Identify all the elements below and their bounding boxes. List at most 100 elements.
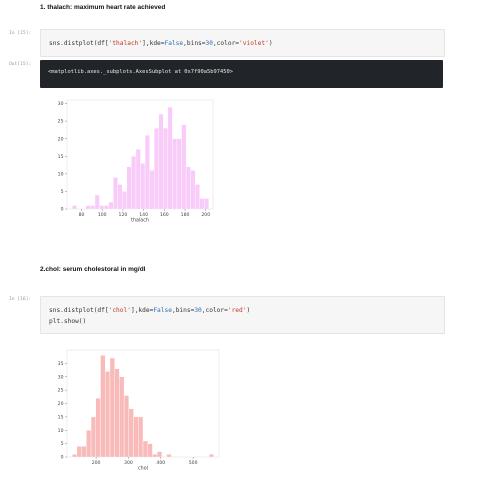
code-cell[interactable]: sns.distplot(df['chol'],kde=False,bins=3… bbox=[40, 296, 445, 334]
histogram-bar bbox=[95, 397, 101, 458]
x-axis-label: thalach bbox=[131, 218, 149, 224]
x-tick-label: 200 bbox=[92, 460, 101, 466]
histogram-bar bbox=[147, 443, 153, 458]
histogram-bar bbox=[135, 149, 141, 210]
histogram-bar bbox=[71, 205, 77, 210]
y-tick-label: 20 bbox=[58, 401, 64, 407]
y-tick-label: 30 bbox=[58, 101, 64, 107]
code-token: sns.distplot(df[ bbox=[49, 40, 109, 47]
histogram-bar bbox=[117, 184, 123, 210]
histogram-bar bbox=[131, 156, 137, 210]
histogram-bar bbox=[185, 166, 191, 210]
x-tick-label: 180 bbox=[181, 212, 190, 218]
x-tick-label: 80 bbox=[79, 212, 85, 218]
y-tick-label: 25 bbox=[58, 388, 64, 394]
histogram-bar bbox=[100, 355, 106, 458]
axes-frame bbox=[66, 99, 214, 210]
code-token: plt.show() bbox=[49, 318, 87, 325]
out-prompt: Out[15]: bbox=[9, 62, 32, 67]
histogram-bar bbox=[90, 416, 96, 458]
code-line: sns.distplot(df['thalach'],kde=False,bin… bbox=[49, 40, 273, 47]
histogram-bar bbox=[109, 357, 115, 458]
histogram-bar bbox=[133, 416, 139, 458]
histogram-bar bbox=[86, 430, 92, 458]
plot-area: 0 5 10 15 20 25 30 80 100 120 140 160 180 200 thalach bbox=[58, 99, 214, 224]
x-tick-label: 400 bbox=[156, 460, 165, 466]
histogram-bar bbox=[99, 205, 105, 210]
histogram-bar bbox=[76, 446, 82, 458]
code-token: False bbox=[164, 40, 184, 47]
histogram-chol: 0 5 10 15 20 25 30 35 200 300 400 500 chol bbox=[58, 349, 220, 472]
histogram-bar bbox=[172, 138, 178, 210]
histogram-bar bbox=[149, 170, 155, 210]
code-token: 'thalach' bbox=[108, 40, 143, 47]
in-prompt: In [16]: bbox=[9, 297, 32, 302]
histogram-bar bbox=[156, 451, 163, 458]
histogram-bar bbox=[194, 184, 200, 210]
code-token: 'red' bbox=[227, 307, 247, 314]
output-cell: <matplotlib.axes._subplots.AxesSubplot a… bbox=[40, 60, 443, 88]
histogram-bar bbox=[208, 454, 215, 458]
histogram-bar bbox=[123, 395, 130, 458]
histogram-bar bbox=[112, 177, 118, 210]
y-tick-label: 15 bbox=[58, 154, 64, 160]
section-heading-thalach: 1. thalach: maximum heart rate achieved bbox=[40, 4, 166, 11]
y-tick-label: 10 bbox=[58, 171, 64, 177]
code-token: 'chol' bbox=[108, 307, 131, 314]
y-tick-label: 0 bbox=[61, 207, 64, 213]
histogram-bar bbox=[105, 371, 111, 458]
histogram-bar bbox=[144, 134, 150, 210]
histogram-bar bbox=[90, 205, 96, 210]
histogram-bar bbox=[176, 138, 182, 210]
histogram-bar bbox=[119, 376, 125, 458]
output-text: <matplotlib.axes._subplots.AxesSubplot a… bbox=[48, 69, 233, 75]
x-axis-label: chol bbox=[138, 466, 148, 472]
x-tick-label: 300 bbox=[124, 460, 133, 466]
code-token: ,bins= bbox=[171, 307, 195, 314]
x-tick-label: 100 bbox=[98, 212, 107, 218]
code-token: 30 bbox=[194, 307, 202, 314]
y-tick-label: 5 bbox=[61, 441, 64, 447]
histogram-bar bbox=[122, 191, 128, 210]
code-token: ) bbox=[246, 307, 251, 314]
x-tick-label: 200 bbox=[201, 212, 210, 218]
histogram-bar bbox=[126, 166, 132, 210]
code-token: 'violet' bbox=[239, 40, 269, 47]
histogram-bar bbox=[181, 124, 187, 210]
y-tick-label: 25 bbox=[58, 119, 64, 125]
code-token: False bbox=[153, 307, 172, 314]
histogram-bar bbox=[103, 205, 109, 210]
code-line: plt.show() bbox=[49, 318, 86, 325]
code-token: 30 bbox=[205, 40, 213, 47]
histogram-bar bbox=[152, 454, 158, 458]
y-tick-label: 20 bbox=[58, 136, 64, 142]
histogram-bar bbox=[138, 416, 144, 458]
code-token: ,bins= bbox=[183, 40, 206, 47]
histogram-bar bbox=[199, 198, 205, 210]
histogram-bar bbox=[166, 454, 172, 458]
code-token: ,color= bbox=[201, 307, 228, 314]
code-line: sns.distplot(df['chol'],kde=False,bins=3… bbox=[49, 307, 250, 314]
code-token: ],kde= bbox=[130, 307, 154, 314]
code-token: sns.distplot(df[ bbox=[49, 307, 109, 314]
histogram-bar bbox=[108, 201, 114, 210]
histogram-bar bbox=[190, 170, 196, 210]
y-tick-label: 35 bbox=[58, 361, 64, 367]
x-tick-label: 160 bbox=[160, 212, 169, 218]
code-cell[interactable]: sns.distplot(df['thalach'],kde=False,bin… bbox=[40, 29, 445, 57]
histogram-bar bbox=[71, 454, 78, 458]
histogram-bar bbox=[140, 163, 146, 210]
histogram-bar bbox=[128, 408, 134, 458]
x-tick-label: 500 bbox=[189, 460, 198, 466]
histogram-thalach: 0 5 10 15 20 25 30 80 100 120 140 160 180 200 thalach bbox=[58, 99, 214, 224]
histogram-bar bbox=[167, 106, 173, 210]
histogram-bar bbox=[81, 446, 87, 458]
code-token: ],kde= bbox=[142, 40, 165, 47]
y-tick-label: 5 bbox=[61, 189, 64, 195]
y-tick-label: 15 bbox=[58, 414, 64, 420]
plot-area: 0 5 10 15 20 25 30 35 200 300 400 500 chol bbox=[58, 349, 220, 472]
in-prompt: In [15]: bbox=[9, 31, 32, 36]
code-token: ,color= bbox=[212, 40, 240, 47]
histogram-bar bbox=[85, 205, 91, 210]
histogram-bar bbox=[94, 194, 100, 210]
